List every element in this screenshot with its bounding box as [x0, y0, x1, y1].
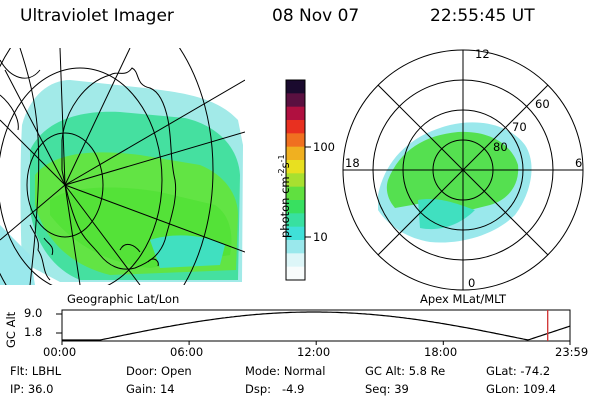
time-title: 22:55:45 UT [430, 6, 535, 26]
unit-main: photon cm [277, 176, 292, 238]
color-scale-stripe [286, 80, 305, 94]
lat-label-70: 70 [512, 120, 527, 134]
timeline-x-ticks [61, 341, 571, 345]
mlt-label-18: 18 [345, 156, 360, 170]
mlt-label-6: 6 [575, 156, 583, 170]
timeline-ylabel: GC Alt [4, 311, 18, 348]
timeline-ymax: 9.0 [24, 306, 43, 320]
seq-label: Seq: [365, 382, 391, 396]
xtick-label-0600: 06:00 [170, 345, 204, 359]
status-gcalt: GC Alt: 5.8 Re [365, 364, 446, 378]
status-flt: Flt: LBHL [10, 364, 62, 378]
altitude-curve [62, 311, 571, 341]
color-scale-bar [285, 79, 311, 281]
xtick-label-1800: 18:00 [424, 345, 458, 359]
color-scale-stripe [286, 93, 305, 108]
gcalt-value: 5.8 Re [408, 364, 446, 378]
mlt-label-0: 0 [468, 276, 476, 290]
status-seq: Seq: 39 [365, 382, 409, 396]
colorbar-tick-10: 10 [313, 230, 328, 244]
color-scale-stripe [286, 146, 305, 161]
polar-aurora-emission [378, 122, 532, 243]
status-glat: GLat: -74.2 [486, 364, 551, 378]
glon-value: 109.4 [522, 382, 556, 396]
instrument-title: Ultraviolet Imager [20, 6, 174, 26]
status-ip: IP: 36.0 [10, 382, 54, 396]
color-scale-stripe [286, 173, 305, 188]
lat-label-80: 80 [493, 140, 508, 154]
gcalt-label: GC Alt: [365, 364, 406, 378]
unit-mid: s [277, 162, 292, 169]
glat-value: -74.2 [520, 364, 551, 378]
xtick-label-0000: 00:00 [43, 345, 77, 359]
mode-value: Normal [283, 364, 326, 378]
color-scale-stripe [286, 266, 305, 281]
geographic-image-panel [0, 48, 245, 285]
timeline-ymin: 1.8 [24, 325, 43, 339]
ip-value: 36.0 [27, 382, 54, 396]
lat-label-60: 60 [535, 97, 550, 111]
xtick-label-2359: 23:59 [555, 345, 589, 359]
colorbar-tick-100: 100 [313, 140, 335, 154]
door-label: Door: [126, 364, 158, 378]
left-aurora-emission [0, 80, 243, 285]
gain-value: 14 [159, 382, 175, 396]
seq-value: 39 [394, 382, 409, 396]
color-scale-stripe [286, 253, 305, 268]
color-scale-frame [285, 79, 306, 281]
mlt-label-12: 12 [475, 47, 490, 61]
left-panel-label: Geographic Lat/Lon [67, 292, 180, 306]
color-scale-stripe [286, 213, 305, 228]
coastlines [0, 59, 177, 281]
timeline-frame [61, 309, 571, 342]
dsp-label: Dsp: [245, 382, 272, 396]
status-glon: GLon: 109.4 [486, 382, 556, 396]
polar-plot-panel [342, 49, 584, 291]
unit-exp1: -2 [277, 168, 286, 177]
door-value: Open [160, 364, 192, 378]
color-scale-stripe [286, 226, 305, 241]
glon-label: GLon: [486, 382, 520, 396]
gain-label: Gain: [126, 382, 157, 396]
mode-label: Mode: [245, 364, 281, 378]
status-mode: Mode: Normal [245, 364, 326, 378]
colorbar-unit-label: photon cm-2s-1 [277, 154, 292, 238]
date-title: 08 Nov 07 [272, 6, 360, 26]
glat-label: GLat: [486, 364, 517, 378]
color-scale-stripe [286, 133, 305, 148]
status-door: Door: Open [126, 364, 192, 378]
flt-value: LBHL [31, 364, 62, 378]
xtick-label-1200: 12:00 [297, 345, 331, 359]
color-scale-stripe [286, 200, 305, 214]
dsp-value: -4.9 [282, 382, 305, 396]
color-scale-stripe [286, 120, 305, 134]
status-dsp: Dsp: -4.9 [245, 382, 305, 396]
status-gain: Gain: 14 [126, 382, 175, 396]
lat-lon-grid [0, 48, 245, 285]
polar-grid [342, 49, 584, 291]
color-scale-stripe [286, 106, 305, 121]
ip-label: IP: [10, 382, 25, 396]
color-scale-gradient [286, 80, 305, 281]
color-scale-stripe [286, 240, 305, 254]
color-scale-stripe [286, 186, 305, 201]
right-panel-label: Apex MLat/MLT [420, 292, 507, 306]
color-scale-stripe [286, 160, 305, 174]
altitude-timeline [56, 309, 571, 345]
unit-exp2: -1 [277, 154, 286, 163]
flt-label: Flt: [10, 364, 29, 378]
